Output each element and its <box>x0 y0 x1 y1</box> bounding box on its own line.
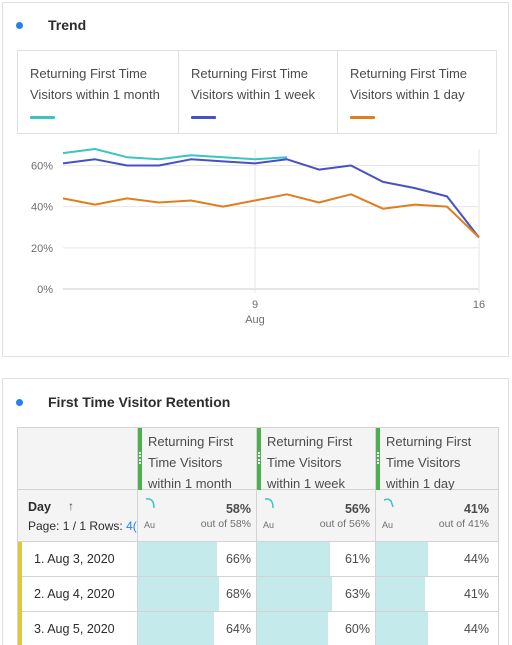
legend-item-1-week[interactable]: Returning First Time Visitors within 1 w… <box>178 51 337 133</box>
series-line-3 <box>62 193 480 239</box>
sparkline-icon <box>383 498 394 508</box>
table-cell: 44% <box>376 612 495 645</box>
cell-bar <box>376 612 428 645</box>
summary-cell-1-month: Au 58% out of 58% <box>138 490 257 541</box>
cell-value: 66% <box>225 552 251 566</box>
panel-status-dot <box>16 22 23 29</box>
summary-percent: 56% <box>344 502 370 516</box>
x-tick-label: 9 <box>252 299 258 311</box>
y-tick-label: 40% <box>31 202 53 214</box>
cell-bar <box>257 577 332 611</box>
summary-percent: 58% <box>225 502 251 516</box>
summary-out-of: out of 58% <box>200 518 251 530</box>
column-divider <box>137 428 138 645</box>
drag-handle-icon[interactable] <box>257 428 261 490</box>
page-info-text: Page: 1 / 1 Rows: <box>28 519 127 533</box>
row-label[interactable]: 2. Aug 4, 2020 <box>34 587 115 601</box>
sparkline-icon <box>145 498 155 509</box>
row-selection-marker <box>18 542 22 577</box>
cell-bar <box>257 612 328 645</box>
arrow-up-icon[interactable]: ↑ <box>68 499 74 513</box>
series-line-2 <box>62 158 480 239</box>
trend-title: Trend <box>48 17 87 33</box>
table-cell: 64% <box>138 612 257 645</box>
table-cell: 63% <box>257 577 376 611</box>
table-cell: 66% <box>138 542 257 576</box>
column-divider <box>256 428 257 645</box>
panel-status-dot <box>16 399 23 406</box>
sparkline-icon <box>264 498 274 509</box>
cell-bar <box>376 577 425 611</box>
cell-bar <box>138 612 214 645</box>
column-header-1-week[interactable]: Returning First Time Visitors within 1 w… <box>257 428 376 491</box>
series-line-1 <box>62 148 288 161</box>
legend-label: Returning First Time Visitors within 1 w… <box>191 66 316 102</box>
table-cell: 60% <box>257 612 376 645</box>
cell-bar <box>257 542 330 576</box>
trend-panel: Trend Returning First Time Visitors with… <box>2 2 509 357</box>
summary-cell-1-day: Au 41% out of 41% <box>376 490 495 541</box>
legend-label: Returning First Time Visitors within 1 d… <box>350 66 468 102</box>
x-tick-label: 16 <box>473 299 485 311</box>
legend-item-1-month[interactable]: Returning First Time Visitors within 1 m… <box>18 51 178 133</box>
x-tick-sublabel: Aug <box>245 314 265 326</box>
legend-label: Returning First Time Visitors within 1 m… <box>30 66 160 102</box>
summary-au: Au <box>263 520 275 530</box>
cell-bar <box>138 542 217 576</box>
summary-out-of: out of 41% <box>438 518 489 530</box>
legend-swatch <box>350 116 375 119</box>
y-tick-label: 60% <box>31 160 53 172</box>
cell-value: 44% <box>463 622 489 636</box>
page-info: Page: 1 / 1 Rows: 4( <box>28 519 137 533</box>
summary-out-of: out of 56% <box>319 518 370 530</box>
column-header-label: Returning First Time Visitors within 1 w… <box>267 434 353 491</box>
drag-handle-icon[interactable] <box>376 428 380 490</box>
summary-au: Au <box>144 520 156 530</box>
cell-value: 41% <box>463 587 489 601</box>
cell-bar <box>376 542 428 576</box>
chart-legend: Returning First Time Visitors within 1 m… <box>17 50 497 134</box>
y-tick-label: 20% <box>31 243 53 255</box>
summary-au: Au <box>382 520 394 530</box>
row-selection-marker <box>18 577 22 612</box>
legend-swatch <box>30 116 55 119</box>
y-tick-label: 0% <box>37 284 53 296</box>
table-row[interactable]: 2. Aug 4, 2020 68% 63% 41% <box>18 577 498 612</box>
freeform-table: Returning First Time Visitors within 1 m… <box>17 427 499 645</box>
cell-value: 60% <box>344 622 370 636</box>
legend-item-1-day[interactable]: Returning First Time Visitors within 1 d… <box>337 51 496 133</box>
drag-handle-icon[interactable] <box>138 428 142 490</box>
table-header: Returning First Time Visitors within 1 m… <box>18 428 498 491</box>
cell-value: 68% <box>225 587 251 601</box>
table-row[interactable]: 1. Aug 3, 2020 66% 61% 44% <box>18 542 498 577</box>
row-selection-marker <box>18 612 22 645</box>
cell-value: 61% <box>344 552 370 566</box>
table-cell: 68% <box>138 577 257 611</box>
table-summary-row: Day ↑ Page: 1 / 1 Rows: 4( Au 58% out of… <box>18 490 498 542</box>
summary-cell-1-week: Au 56% out of 56% <box>257 490 376 541</box>
table-cell: 41% <box>376 577 495 611</box>
rows-per-page-link[interactable]: 4( <box>126 519 137 533</box>
summary-percent: 41% <box>463 502 489 516</box>
row-label[interactable]: 1. Aug 3, 2020 <box>34 552 115 566</box>
column-header-label: Returning First Time Visitors within 1 d… <box>386 434 472 491</box>
cell-bar <box>138 577 219 611</box>
cell-value: 44% <box>463 552 489 566</box>
column-divider <box>375 428 376 645</box>
trend-line-chart[interactable]: 0% 20% 40% 60% 9 Aug 16 <box>3 143 508 343</box>
row-label[interactable]: 3. Aug 5, 2020 <box>34 622 115 636</box>
cell-value: 63% <box>344 587 370 601</box>
retention-panel: First Time Visitor Retention Returning F… <box>2 378 509 645</box>
legend-swatch <box>191 116 216 119</box>
column-header-1-month[interactable]: Returning First Time Visitors within 1 m… <box>138 428 257 491</box>
dimension-header[interactable]: Day <box>28 500 51 514</box>
table-cell: 44% <box>376 542 495 576</box>
column-header-1-day[interactable]: Returning First Time Visitors within 1 d… <box>376 428 495 491</box>
table-cell: 61% <box>257 542 376 576</box>
retention-title: First Time Visitor Retention <box>48 394 231 410</box>
column-header-label: Returning First Time Visitors within 1 m… <box>148 434 234 491</box>
table-row[interactable]: 3. Aug 5, 2020 64% 60% 44% <box>18 612 498 645</box>
cell-value: 64% <box>225 622 251 636</box>
